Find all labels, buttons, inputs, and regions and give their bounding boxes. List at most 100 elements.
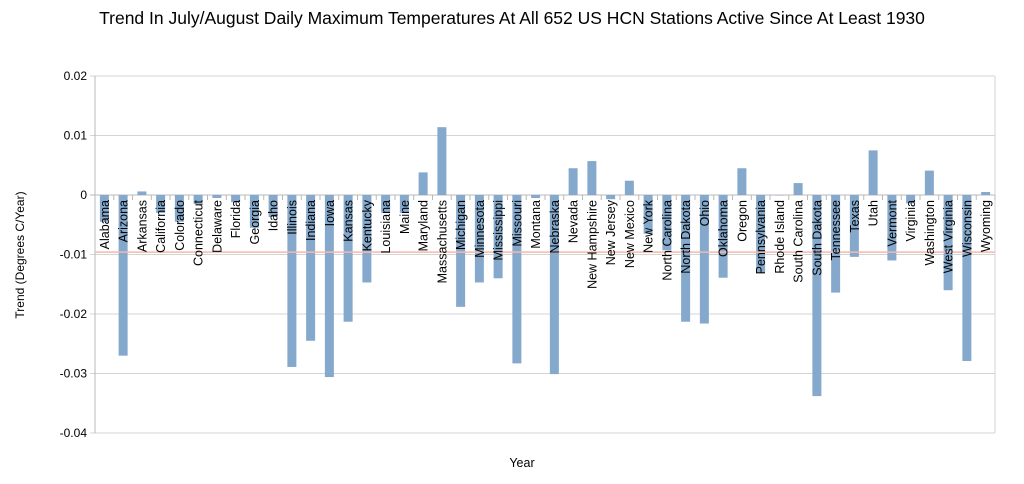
bar-wisconsin [962, 195, 972, 362]
bar-montana [531, 195, 541, 198]
category-label: Tennessee [829, 200, 843, 261]
category-label: Connecticut [192, 199, 206, 266]
category-label: Kansas [342, 200, 356, 242]
category-label: Kentucky [360, 199, 374, 251]
category-label: New Mexico [623, 200, 637, 268]
bar-vermont [887, 195, 897, 261]
category-label: Vermont [885, 199, 899, 246]
bar-nebraska [549, 195, 559, 375]
category-label: Indiana [304, 200, 318, 241]
y-tick-label: -0.01 [60, 248, 88, 262]
category-label: Nebraska [548, 200, 562, 254]
bar-california [156, 195, 166, 213]
bar-georgia [249, 195, 259, 228]
bar-oregon [737, 168, 747, 195]
bar-louisiana [381, 195, 391, 213]
bar-texas [849, 195, 859, 257]
category-label: South Carolina [792, 200, 806, 283]
bar-wyoming [981, 192, 991, 195]
bar-iowa [324, 195, 334, 378]
category-label: Washington [923, 200, 937, 266]
bar-south-carolina [793, 183, 803, 195]
bar-colorado [174, 195, 184, 222]
bar-delaware [212, 195, 222, 198]
category-label: Oklahoma [717, 200, 731, 257]
category-label: Michigan [454, 200, 468, 250]
category-label: Nevada [567, 200, 581, 243]
bar-indiana [306, 195, 316, 341]
category-label: Idaho [267, 200, 281, 231]
bar-kentucky [362, 195, 372, 283]
bar-washington [924, 170, 934, 195]
bar-ohio [699, 195, 709, 324]
category-label: Delaware [210, 200, 224, 253]
category-label: Georgia [248, 200, 262, 245]
bar-idaho [268, 195, 278, 218]
bar-new-york [643, 195, 653, 234]
bar-florida [231, 195, 241, 203]
bar-missouri [512, 195, 522, 364]
chart-title: Trend In July/August Daily Maximum Tempe… [99, 8, 925, 28]
bar-utah [868, 150, 878, 195]
category-label: Oregon [735, 200, 749, 242]
category-label: North Carolina [660, 200, 674, 281]
bar-west-virginia [943, 195, 953, 291]
bar-virginia [906, 195, 916, 204]
category-label: West Virginia [942, 200, 956, 273]
bar-massachusetts [437, 127, 447, 195]
y-tick-label: 0.02 [64, 69, 88, 83]
bar-michigan [456, 195, 466, 307]
bar-minnesota [474, 195, 484, 283]
y-axis-label: Trend (Degrees C/Year) [13, 191, 27, 318]
category-label: Massachusetts [435, 200, 449, 283]
category-label: Minnesota [473, 200, 487, 258]
bar-new-hampshire [587, 161, 597, 195]
bar-oklahoma [718, 195, 728, 278]
bar-connecticut [193, 195, 203, 204]
category-label: Wisconsin [960, 200, 974, 257]
y-tick-label: 0 [80, 188, 87, 202]
bar-mississippi [493, 195, 503, 279]
category-label: New Jersey [604, 199, 618, 265]
bar-maryland [418, 172, 428, 195]
x-axis-label: Year [509, 456, 534, 470]
bar-pennsylvania [756, 195, 766, 273]
category-label: Arizona [117, 200, 131, 242]
category-label: Florida [229, 200, 243, 238]
bar-alabama [99, 195, 109, 222]
category-label: South Dakota [810, 200, 824, 276]
bar-north-dakota [681, 195, 691, 322]
category-label: Pennsylvania [754, 200, 768, 274]
category-label: Rhode Island [773, 200, 787, 274]
bar-arizona [118, 195, 128, 356]
bar-illinois [287, 195, 297, 367]
y-tick-label: -0.04 [60, 426, 88, 440]
category-label: Mississippi [492, 200, 506, 260]
category-label: Colorado [173, 200, 187, 251]
bar-new-jersey [606, 195, 616, 200]
category-label: Louisiana [379, 200, 393, 254]
category-label: California [154, 200, 168, 253]
y-tick-label: 0.01 [64, 129, 88, 143]
bar-arkansas [137, 191, 147, 195]
category-label: Virginia [904, 200, 918, 242]
category-label: Texas [848, 200, 862, 233]
category-label: Ohio [698, 200, 712, 226]
category-label: New Hampshire [585, 200, 599, 289]
bar-new-mexico [624, 180, 634, 195]
category-label: Maine [398, 200, 412, 234]
category-label: New York [642, 199, 656, 253]
bar-rhode-island [774, 195, 784, 196]
bar-north-carolina [662, 195, 672, 251]
category-label: Wyoming [979, 200, 993, 252]
category-label: Utah [867, 200, 881, 226]
bar-south-dakota [812, 195, 822, 397]
bar-tennessee [831, 195, 841, 293]
category-label: Missouri [510, 200, 524, 247]
category-label: Montana [529, 200, 543, 249]
category-label: Alabama [98, 200, 112, 249]
y-tick-label: -0.02 [60, 307, 88, 321]
bar-maine [399, 195, 409, 213]
category-label: Iowa [323, 200, 337, 226]
